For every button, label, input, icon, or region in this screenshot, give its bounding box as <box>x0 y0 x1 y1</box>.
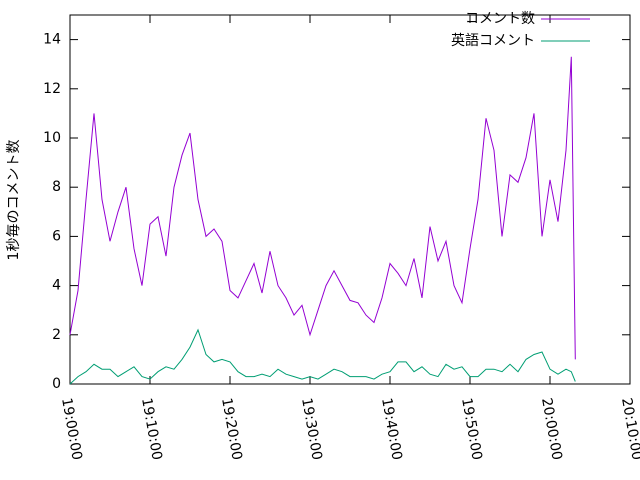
x-tick-label: 19:50:00 <box>458 397 485 462</box>
x-tick-label: 19:00:00 <box>58 397 85 462</box>
x-tick-label: 19:40:00 <box>378 397 405 462</box>
y-tick-label: 10 <box>43 130 61 146</box>
y-tick-label: 2 <box>52 327 61 343</box>
y-tick-label: 4 <box>52 278 61 294</box>
x-tick-label: 20:00:00 <box>538 397 565 462</box>
y-tick-label: 12 <box>43 81 61 97</box>
y-tick-label: 14 <box>43 32 61 48</box>
plot-border <box>69 14 631 385</box>
x-tick-label: 19:30:00 <box>298 397 325 462</box>
legend-label: コメント数 <box>465 11 535 27</box>
legend-label: 英語コメント <box>451 32 535 49</box>
series-line <box>69 328 576 385</box>
series-line <box>69 56 576 360</box>
x-tick-label: 19:20:00 <box>218 397 245 462</box>
y-tick-label: 6 <box>52 228 61 244</box>
y-tick-label: 0 <box>52 376 61 392</box>
x-tick-label: 19:10:00 <box>138 397 165 462</box>
y-tick-label: 8 <box>52 179 61 195</box>
x-tick-label: 20:10:00 <box>618 397 640 462</box>
y-axis-label: 1秒毎のコメント数 <box>6 140 22 261</box>
